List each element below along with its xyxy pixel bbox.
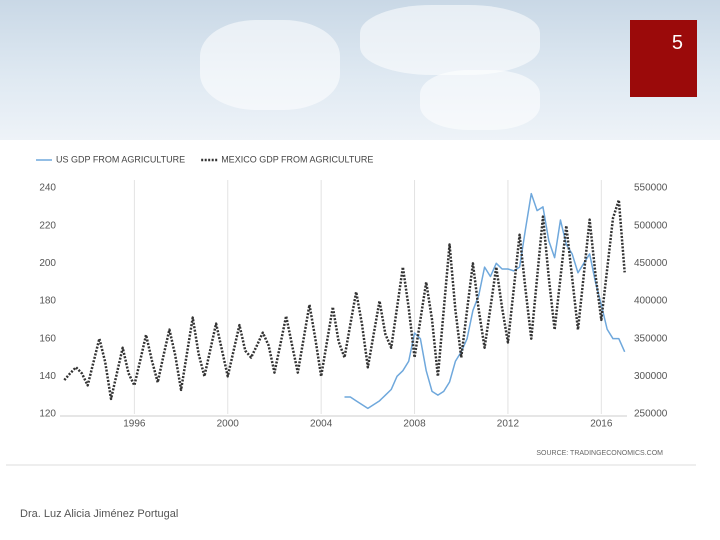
y-tick-label: 240 xyxy=(39,183,56,194)
y-tick-label: 180 xyxy=(39,296,56,307)
y-tick-label: 200 xyxy=(39,258,56,269)
footer-text: Dra. Luz Alicia Jiménez Portugal xyxy=(20,508,179,520)
y-tick-label: 140 xyxy=(39,371,56,382)
x-tick-label: 1996 xyxy=(123,419,146,430)
slide-number: 5 xyxy=(630,20,697,97)
x-tick-label: 2012 xyxy=(497,419,520,430)
source: SOURCE: TRADINGECONOMICS.COM xyxy=(536,450,663,457)
x-tick-label: 2008 xyxy=(403,419,426,430)
y2-tick-label: 250000 xyxy=(634,409,668,420)
y2-tick-label: 350000 xyxy=(634,333,668,344)
series-line xyxy=(344,192,626,410)
map-shape xyxy=(200,20,340,110)
series-line xyxy=(63,198,626,401)
legend-label: MEXICO GDP FROM AGRICULTURE xyxy=(221,154,373,164)
y-tick-label: 220 xyxy=(39,220,56,231)
x-tick-label: 2016 xyxy=(590,419,613,430)
y2-tick-label: 550000 xyxy=(634,183,668,194)
x-tick-label: 2004 xyxy=(310,419,333,430)
y2-tick-label: 300000 xyxy=(634,371,668,382)
map-shape xyxy=(360,5,540,75)
header-banner xyxy=(0,0,720,140)
y2-tick-label: 400000 xyxy=(634,296,668,307)
x-tick-label: 2000 xyxy=(217,419,240,430)
y-tick-label: 120 xyxy=(39,409,56,420)
y-tick-label: 160 xyxy=(39,333,56,344)
y2-tick-label: 450000 xyxy=(634,258,668,269)
y2-tick-label: 500000 xyxy=(634,220,668,231)
map-shape xyxy=(420,70,540,130)
legend-label: US GDP FROM AGRICULTURE xyxy=(56,154,185,164)
